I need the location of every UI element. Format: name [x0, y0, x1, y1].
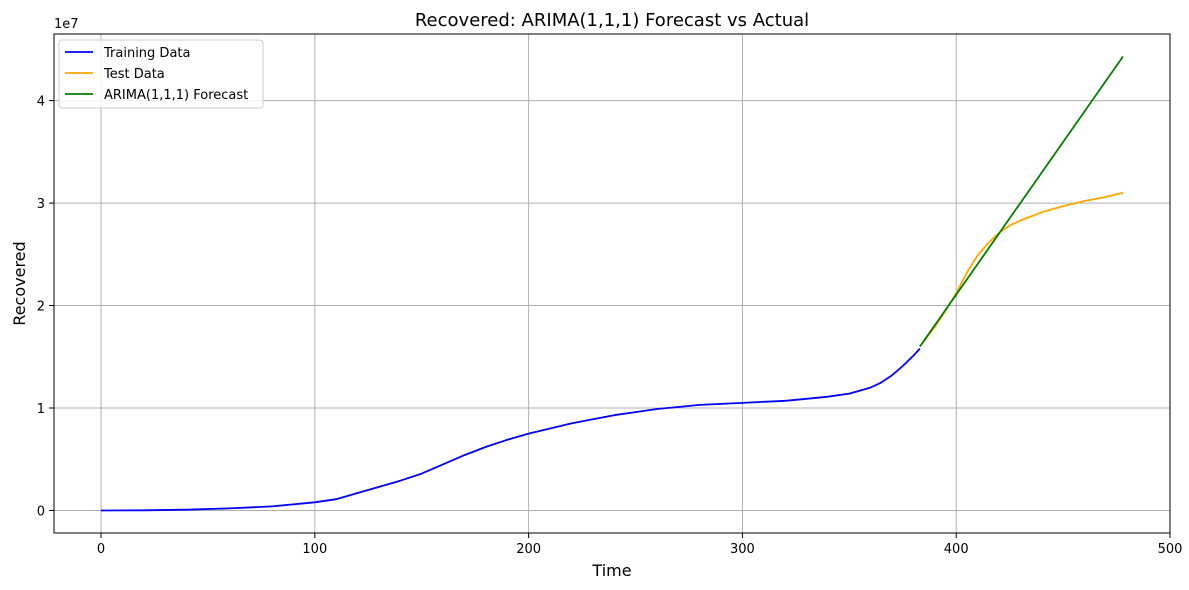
plot-frame	[53, 33, 1171, 534]
x-tick-label: 400	[944, 542, 969, 557]
legend-label: ARIMA(1,1,1) Forecast	[104, 88, 248, 103]
series-line-arima-1-1-1-forecast	[919, 55, 1124, 348]
legend-label: Test Data	[103, 67, 165, 82]
y-tick-label: 2	[37, 300, 45, 315]
x-axis-label: Time	[591, 561, 631, 580]
x-tick-label: 500	[1158, 542, 1183, 557]
y-tick-label: 0	[37, 504, 45, 519]
y-tick-label: 4	[37, 95, 45, 110]
y-axis: 0 1 2 3 4	[37, 95, 54, 519]
y-axis-offset-label: 1e7	[54, 17, 79, 32]
y-axis-label: Recovered	[10, 241, 29, 325]
grid	[54, 34, 1171, 533]
x-axis: 0 100 200 300 400 500	[97, 533, 1183, 557]
series-layer	[100, 55, 1124, 512]
x-tick-label: 200	[516, 542, 541, 557]
x-tick-label: 300	[730, 542, 755, 557]
legend-label: Training Data	[103, 46, 190, 61]
x-tick-label: 100	[302, 542, 327, 557]
legend-frame	[58, 39, 264, 109]
y-tick-label: 3	[37, 197, 45, 212]
y-tick-label: 1	[37, 402, 45, 417]
chart-title: Recovered: ARIMA(1,1,1) Forecast vs Actu…	[415, 10, 809, 31]
series-line-training-data	[100, 347, 921, 512]
x-tick-label: 0	[97, 542, 105, 557]
legend: Training Data Test Data ARIMA(1,1,1) Forec…	[58, 39, 264, 109]
